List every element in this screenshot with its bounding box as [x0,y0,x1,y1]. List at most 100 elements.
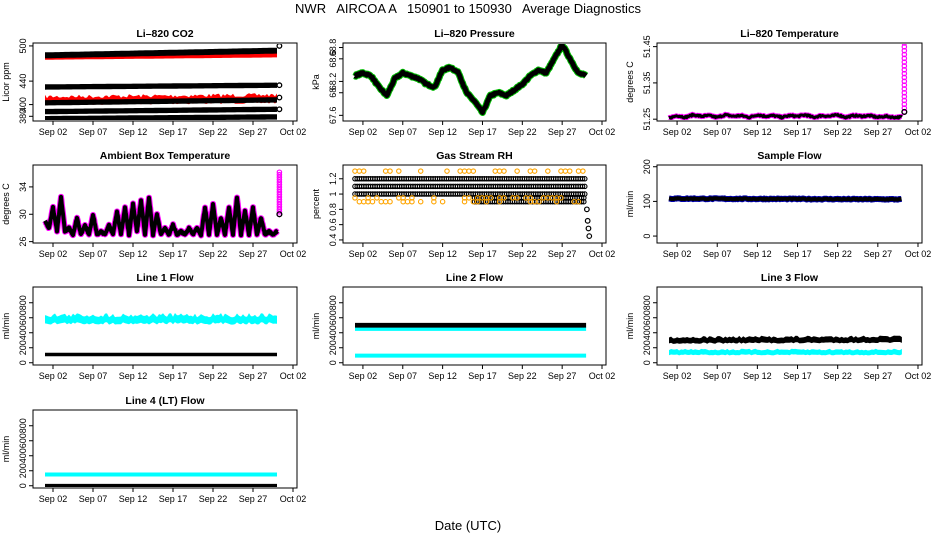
x-tick-label: Sep 17 [159,127,188,137]
series-line [668,112,903,120]
y-tick-label: 0 [642,234,652,239]
data-point [584,217,591,224]
y-tick-label: 0 [18,483,28,488]
x-tick-label: Sep 12 [119,249,148,259]
rh-point [382,198,389,205]
figure-title: NWR AIRCOA A 150901 to 150930 Average Di… [295,1,641,16]
x-tick-label: Sep 02 [663,371,692,381]
rh-point [378,198,385,205]
x-tick-label: Sep 17 [159,249,188,259]
rh-point [580,168,586,174]
rh-point [387,198,393,205]
series-mid [45,82,283,90]
rh-point [536,198,542,205]
panel-licor-temp: Li–820 Temperature degrees C Sep 02 Sep 07 S… [625,28,931,137]
x-tick-label: Sep 17 [468,371,497,381]
y-tick-label: 0 [642,360,652,365]
y-axis-label: kPa [311,74,321,90]
x-tick-label: Sep 17 [783,371,812,381]
x-tick-label: Sep 07 [79,371,108,381]
data-layer [45,44,283,120]
rh-point [409,198,415,205]
y-tick-label: 100 [642,194,652,209]
rh-point [387,168,393,174]
x-tick-label: Sep 07 [703,371,732,381]
series-line3-cyan [669,348,902,356]
x-tick-label: Sep 22 [823,249,852,259]
series-line3-black [669,335,902,344]
x-tick-label: Sep 27 [548,249,577,259]
rh-point [575,168,582,174]
series-temp [667,44,908,120]
x-tick-label: Oct 02 [589,371,616,381]
band-end-point [276,106,283,113]
x-tick-label: Sep 27 [239,249,268,259]
y-tick-label: 68.6 [328,50,338,68]
y-tick-label: 1 [328,192,338,197]
rh-point [566,168,573,174]
rh-point [488,195,494,201]
data-layer [42,169,283,239]
y-tick-label: 400 [328,325,338,340]
panel-title: Line 3 Flow [761,272,819,284]
rh-point [578,198,585,205]
series-edge [352,44,589,116]
band-end-point [276,82,283,89]
y-tick-label: 380 [18,109,28,124]
y-tick-label: 800 [328,295,338,310]
x-tick-label: Sep 02 [39,249,68,259]
y-tick-label: 68.2 [328,73,338,91]
x-tick-label: Oct 02 [280,494,307,504]
rh-point [457,168,463,174]
rh-point [431,198,437,205]
series-line [668,196,903,202]
series-box [42,169,283,239]
y-tick-label: 0.8 [328,203,338,216]
series-high-black [45,44,283,59]
rh-point [514,168,520,174]
panel-title: Li–820 Temperature [740,28,839,40]
y-tick-label: 51.25 [642,108,652,131]
rh-point [581,195,587,201]
band-fill [45,47,277,59]
rh-point [404,198,411,205]
band-fill [669,348,902,356]
rh-point [466,195,472,201]
series-line2-cyan-lo [355,353,587,358]
panel-rh: Gas Stream RH percent Sep 02 Sep 07 Sep 12 Se… [311,150,615,259]
rh-point [360,168,367,174]
x-tick-label: Sep 07 [79,127,108,137]
panel-title: Ambient Box Temperature [100,150,231,162]
panel-title: Gas Stream RH [436,150,512,162]
rh-point [582,183,588,190]
rh-point [501,195,507,201]
rh-point [483,198,490,205]
spike-point [276,169,283,176]
y-axis-label: ml/min [1,436,11,463]
x-tick-label: Sep 27 [864,127,893,137]
plot-frame [342,42,607,122]
data-layer [352,168,593,240]
plot-frame [342,164,607,244]
plot-frame [32,409,298,489]
panel-title: Li–820 Pressure [434,28,515,40]
band-fill [355,327,587,331]
x-tick-label: Sep 17 [783,127,812,137]
rh-point [466,168,472,174]
series-rh-drop [583,206,593,240]
y-tick-label: 400 [18,97,28,112]
y-axis-label: degrees C [625,61,635,103]
band-fill [45,82,277,90]
rh-point [496,168,503,174]
y-tick-label: 0 [18,360,28,365]
rh-point [396,168,402,174]
y-tick-label: 30 [18,209,28,219]
x-tick-label: Sep 02 [663,249,692,259]
panel-title: Line 2 Flow [446,272,504,284]
panel-pressure: Li–820 Pressure kPa Sep 02 Sep 07 Sep 12 Sep … [311,28,615,137]
rh-point [582,176,588,182]
y-tick-label: 200 [642,340,652,355]
x-tick-label: Sep 22 [823,371,852,381]
rh-point [356,198,363,205]
